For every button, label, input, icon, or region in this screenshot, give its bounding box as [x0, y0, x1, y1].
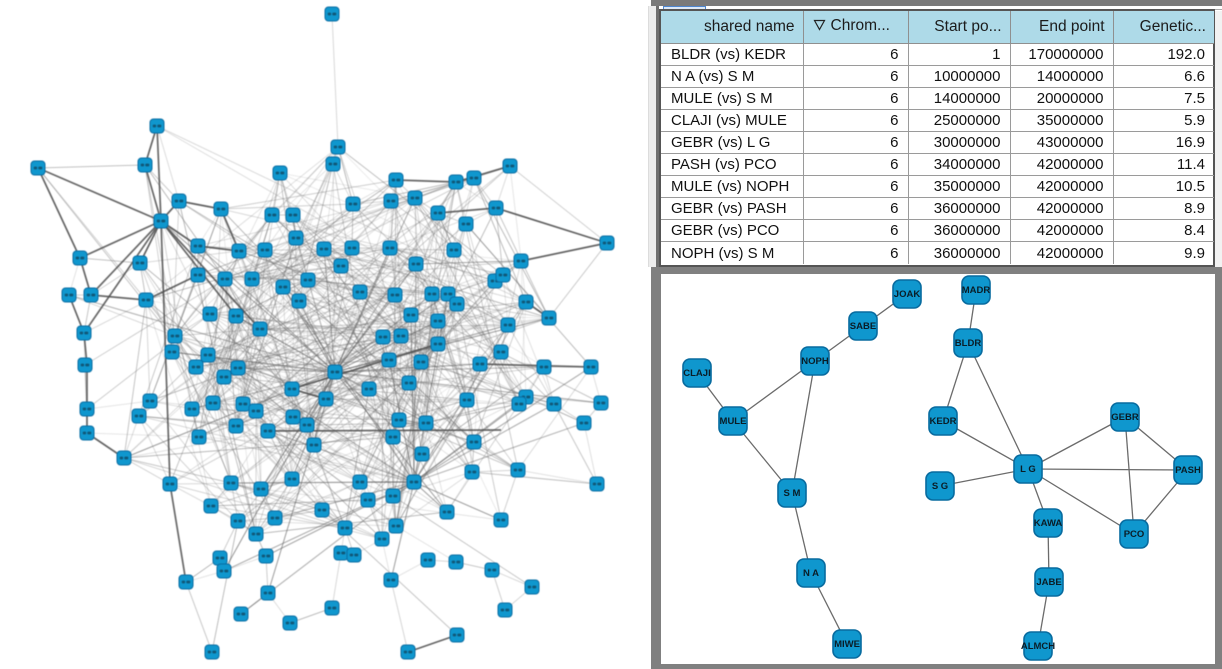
svg-text:ALMCH: ALMCH	[1021, 641, 1055, 652]
svg-text:JOAK: JOAK	[894, 289, 921, 300]
svg-text:PASH: PASH	[1175, 465, 1201, 476]
svg-text:N A: N A	[803, 568, 819, 579]
svg-text:GEBR: GEBR	[1111, 412, 1139, 423]
svg-text:KEDR: KEDR	[930, 416, 957, 427]
svg-text:JABE: JABE	[1036, 577, 1061, 588]
svg-text:MULE: MULE	[720, 416, 747, 427]
svg-text:S G: S G	[932, 481, 948, 492]
svg-text:BLDR: BLDR	[955, 338, 982, 349]
svg-text:CLAJI: CLAJI	[683, 368, 710, 379]
svg-text:SABE: SABE	[850, 321, 876, 332]
svg-text:L G: L G	[1020, 464, 1036, 475]
svg-text:NOPH: NOPH	[801, 356, 829, 367]
svg-text:PCO: PCO	[1124, 529, 1145, 540]
svg-text:KAWA: KAWA	[1034, 518, 1063, 529]
svg-text:S M: S M	[784, 488, 801, 499]
svg-text:MADR: MADR	[962, 285, 991, 296]
svg-text:MIWE: MIWE	[834, 639, 860, 650]
